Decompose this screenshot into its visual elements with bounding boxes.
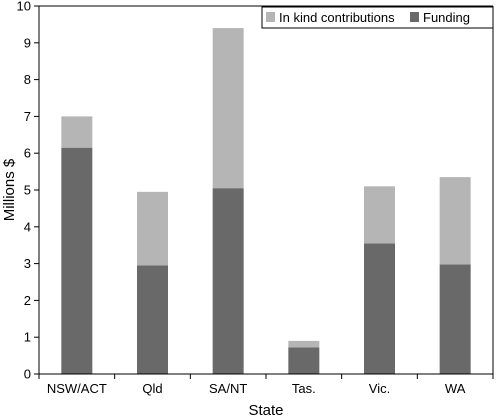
bar-segment-in-kind: [137, 191, 168, 266]
bar-segment-in-kind: [439, 177, 471, 265]
legend-label-in-kind: In kind contributions: [279, 10, 395, 25]
y-tick-label: 8: [24, 72, 31, 87]
bar-segment-funding: [137, 265, 168, 374]
bar-segment-in-kind: [61, 116, 93, 148]
x-tick-label: NSW/ACT: [47, 381, 107, 396]
legend-swatch-funding: [410, 12, 419, 22]
y-tick-label: 0: [24, 367, 31, 382]
legend: In kind contributions Funding: [261, 6, 494, 29]
y-tick-label: 3: [24, 256, 31, 271]
bar-segment-funding: [364, 243, 395, 374]
y-tick-label: 1: [24, 330, 31, 345]
bars-layer: [61, 28, 471, 374]
bar-segment-in-kind: [364, 186, 395, 244]
x-axis-ticks: NSW/ACT Qld SA/NT Tas. Vic. WA: [38, 374, 494, 396]
y-axis-title: Millions $: [1, 158, 18, 221]
legend-swatch-in-kind: [266, 12, 275, 22]
legend-label-funding: Funding: [423, 10, 470, 25]
legend-box: [261, 6, 494, 29]
y-tick-label: 2: [24, 293, 31, 308]
y-tick-label: 5: [24, 183, 31, 198]
y-tick-label: 7: [24, 109, 31, 124]
bar-segment-funding: [212, 188, 244, 374]
x-tick-label: SA/NT: [209, 381, 247, 396]
y-tick-label: 9: [24, 35, 31, 50]
x-axis-title: State: [248, 402, 283, 419]
x-tick-label: Tas.: [292, 381, 316, 396]
y-axis-ticks: 0 1 2 3 4 5 6 7 8 9 10: [17, 0, 39, 382]
x-tick-label: WA: [445, 381, 466, 396]
bar-segment-funding: [439, 264, 471, 374]
bar-segment-in-kind: [288, 340, 320, 348]
bar-segment-in-kind: [212, 28, 244, 189]
y-tick-label: 10: [17, 0, 31, 14]
x-tick-label: Vic.: [369, 381, 390, 396]
y-tick-label: 4: [24, 219, 31, 234]
bar-segment-funding: [61, 147, 93, 374]
x-tick-label: Qld: [142, 381, 162, 396]
bar-segment-funding: [288, 347, 320, 374]
y-tick-label: 6: [24, 146, 31, 161]
